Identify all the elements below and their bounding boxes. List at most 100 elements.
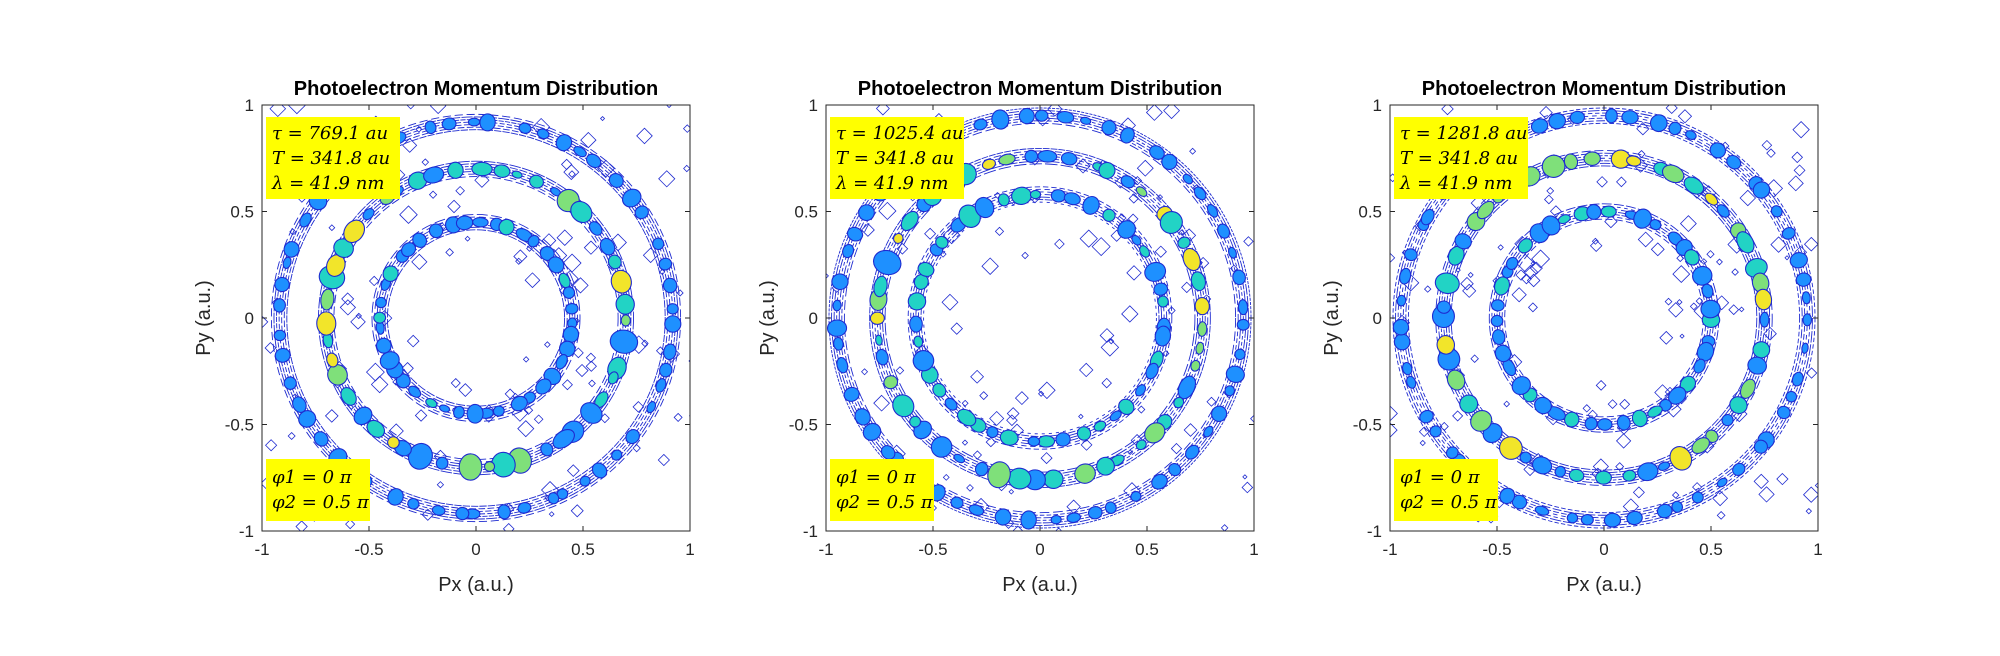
ring-blob (565, 303, 579, 315)
ring-blob (1729, 396, 1748, 415)
ring-blob (909, 315, 923, 333)
ring-contour (286, 129, 666, 507)
ring-blob (912, 350, 935, 372)
ring-blob (1120, 127, 1135, 144)
ring-blob (511, 170, 523, 179)
noise-contour (1731, 268, 1739, 276)
ring-blob (1185, 444, 1200, 460)
ring-blob (1109, 410, 1122, 422)
noise-contour (580, 131, 597, 149)
noise-contour (676, 289, 684, 297)
ring-blob (1225, 365, 1245, 384)
ring-blob (1168, 463, 1182, 477)
ring-blob (1392, 318, 1410, 336)
ring-blob (1130, 490, 1142, 502)
ring-blob (1195, 341, 1205, 355)
noise-contour (287, 431, 296, 441)
ring-blob (1018, 107, 1035, 125)
noise-contour (1100, 338, 1120, 357)
annotation-top: τ = 1281.8 au T = 341.8 au λ = 41.9 nm (1394, 117, 1528, 199)
ring-blob (1228, 246, 1237, 259)
ring-blob (1657, 461, 1671, 471)
noise-contour (1792, 120, 1810, 139)
ring-blob (1217, 223, 1231, 239)
noise-contour (1390, 252, 1396, 264)
noise-contour (1014, 391, 1029, 406)
y-axis-label: Py (a.u.) (757, 280, 779, 356)
noise-contour (1163, 105, 1180, 120)
x-tick-label: 0 (471, 540, 480, 559)
ring-blob (1224, 385, 1236, 397)
ring-blob (1569, 110, 1586, 125)
ring-blob (373, 311, 387, 324)
noise-contour (1615, 433, 1632, 449)
ring-blob (283, 241, 300, 258)
ring-blob (1076, 426, 1092, 441)
y-tick-label: 0 (809, 309, 818, 328)
y-tick-label: 0 (1373, 309, 1382, 328)
noise-contour (673, 412, 683, 422)
noise-contour (641, 339, 649, 348)
ring-blob (659, 362, 673, 378)
noise-contour (665, 105, 673, 109)
ring-blob (343, 219, 366, 244)
ring-blob (529, 174, 544, 189)
ring-contour (1407, 122, 1801, 514)
annotation-bottom-line: φ1 = 0 π (836, 467, 917, 488)
noise-contour (1596, 176, 1608, 188)
ring-blob (1801, 342, 1809, 354)
ring-blob (1649, 114, 1668, 133)
ring-blob (1399, 267, 1412, 285)
ring-blob (517, 501, 532, 514)
ring-blob (273, 329, 287, 342)
noise-contour (1650, 242, 1665, 257)
ring-blob (472, 216, 489, 228)
noise-contour (1189, 147, 1197, 155)
ring-blob (1157, 295, 1169, 308)
noise-contour (1668, 302, 1684, 318)
ring-blob (1029, 189, 1042, 200)
ring-blob (907, 292, 927, 311)
ring-blob (1055, 432, 1071, 447)
ring-blob (1647, 405, 1663, 418)
ring-blob (1693, 358, 1706, 374)
ring-blob (387, 488, 404, 506)
ring-blob (1101, 119, 1117, 136)
noise-contour (1529, 261, 1543, 275)
noise-contour (474, 172, 490, 188)
ring-blob (973, 118, 988, 131)
ring-blob (518, 122, 532, 134)
ring-blob (458, 453, 483, 481)
ring-blob (1117, 220, 1136, 239)
noise-contour (328, 224, 336, 232)
noise-contour (861, 368, 869, 376)
ring-blob (1197, 321, 1208, 337)
y-tick-label: 0.5 (1358, 203, 1382, 222)
ring-1 (907, 186, 1173, 450)
noise-contour (1250, 414, 1254, 423)
ring-blob (1584, 416, 1598, 431)
ring-blob (1396, 294, 1407, 307)
ring-contour (907, 186, 1173, 450)
ring-blob (362, 207, 375, 221)
noise-contour (1170, 442, 1183, 455)
contour-lines (262, 105, 690, 531)
noise-contour (1136, 159, 1154, 177)
noise-contour (517, 420, 535, 438)
ring-blob (1211, 405, 1228, 423)
ring-blob (836, 356, 849, 374)
ring-blob (832, 299, 842, 312)
ring-blob (1637, 462, 1659, 482)
ring-blob (1747, 356, 1767, 375)
ring-blob (1709, 142, 1727, 159)
ring-blob (1406, 375, 1417, 389)
ring-blob (326, 352, 339, 368)
ring-blob (880, 445, 896, 460)
annotation-bottom: φ1 = 0 π φ2 = 0.5 π (1394, 459, 1498, 521)
ring-blob (1024, 149, 1039, 163)
ring-blob (956, 408, 977, 427)
ring-blob (1190, 359, 1201, 372)
noise-contour (262, 315, 269, 329)
ring-blob (913, 335, 924, 348)
noise-contour (566, 464, 580, 478)
